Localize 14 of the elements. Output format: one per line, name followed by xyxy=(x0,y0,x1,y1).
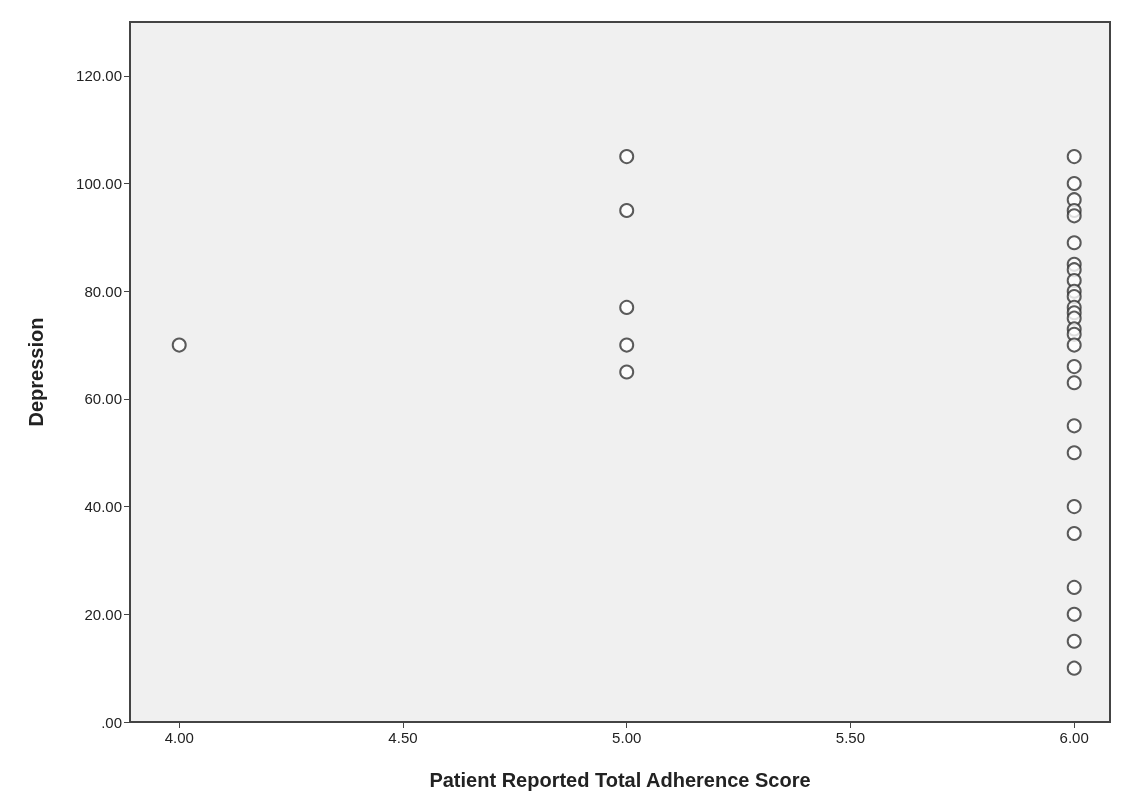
y-tick-label: 40.00 xyxy=(84,498,122,516)
y-tick-label: 60.00 xyxy=(84,390,122,408)
y-axis-title: Depression xyxy=(25,317,47,427)
x-tick-label: 4.50 xyxy=(388,729,418,746)
y-tick-label: 100.00 xyxy=(76,175,122,193)
y-tick-label: .00 xyxy=(101,713,122,731)
y-tick-label: 20.00 xyxy=(84,605,122,623)
x-axis-title: Patient Reported Total Adherence Score xyxy=(429,769,811,791)
x-tick-label: 6.00 xyxy=(1059,729,1089,746)
x-tick-label: 4.00 xyxy=(164,729,194,746)
y-tick-label: 120.00 xyxy=(76,67,122,85)
y-tick-label: 80.00 xyxy=(84,282,122,300)
x-tick-label: 5.00 xyxy=(612,729,642,746)
x-tick-label: 5.50 xyxy=(835,729,866,746)
